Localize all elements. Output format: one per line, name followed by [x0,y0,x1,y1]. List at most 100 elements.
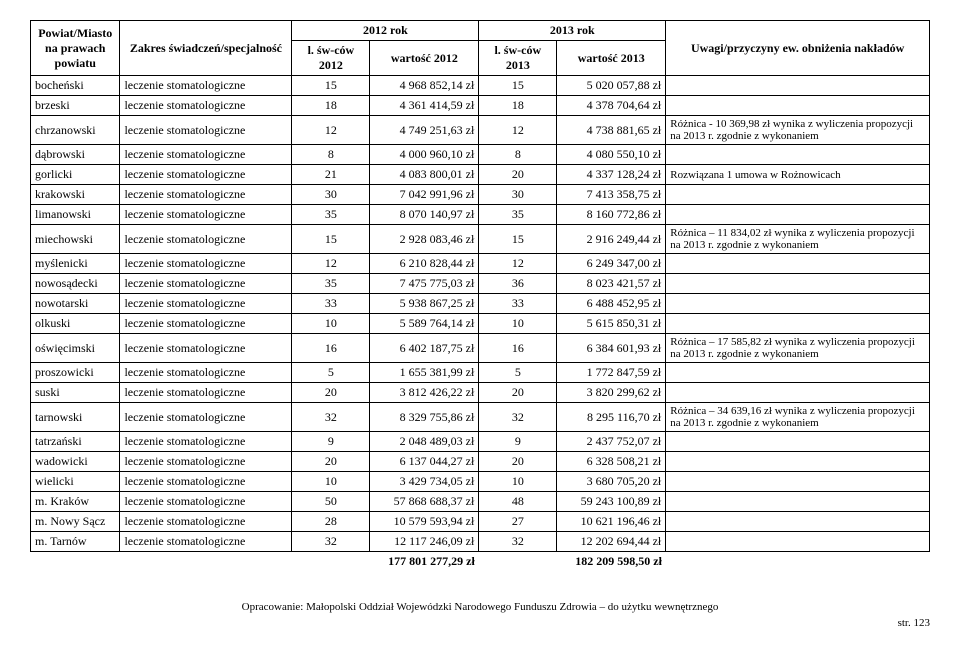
cell-uwagi [666,383,930,403]
cell-wart2013: 6 384 601,93 zł [557,334,666,363]
table-row: m. Krakówleczenie stomatologiczne5057 86… [31,492,930,512]
table-row: dąbrowskileczenie stomatologiczne84 000 … [31,145,930,165]
cell-uwagi [666,492,930,512]
table-row: m. Nowy Sączleczenie stomatologiczne2810… [31,512,930,532]
table-row: myślenickileczenie stomatologiczne126 21… [31,254,930,274]
table-row: chrzanowskileczenie stomatologiczne124 7… [31,116,930,145]
cell-wart2012: 5 938 867,25 zł [370,294,479,314]
header-2012: 2012 rok [292,21,479,41]
cell-sw2013: 20 [479,383,557,403]
cell-sw2012: 35 [292,205,370,225]
cell-zakres: leczenie stomatologiczne [120,334,292,363]
cell-zakres: leczenie stomatologiczne [120,165,292,185]
cell-wart2012: 3 812 426,22 zł [370,383,479,403]
cell-uwagi [666,532,930,552]
cell-powiat: chrzanowski [31,116,120,145]
cell-powiat: miechowski [31,225,120,254]
table-row: brzeskileczenie stomatologiczne184 361 4… [31,96,930,116]
cell-zakres: leczenie stomatologiczne [120,145,292,165]
cell-zakres: leczenie stomatologiczne [120,452,292,472]
cell-powiat: nowosądecki [31,274,120,294]
table-row: gorlickileczenie stomatologiczne214 083 … [31,165,930,185]
sum-2013: 182 209 598,50 zł [557,552,666,571]
cell-wart2013: 59 243 100,89 zł [557,492,666,512]
cell-wart2013: 10 621 196,46 zł [557,512,666,532]
cell-sw2012: 9 [292,432,370,452]
header-2013: 2013 rok [479,21,666,41]
cell-zakres: leczenie stomatologiczne [120,314,292,334]
cell-sw2012: 10 [292,314,370,334]
cell-powiat: myślenicki [31,254,120,274]
cell-wart2013: 5 020 057,88 zł [557,76,666,96]
footer-text: Opracowanie: Małopolski Oddział Wojewódz… [30,601,930,613]
cell-sw2013: 9 [479,432,557,452]
cell-sw2013: 12 [479,116,557,145]
cell-wart2013: 6 249 347,00 zł [557,254,666,274]
cell-sw2013: 20 [479,452,557,472]
cell-sw2013: 15 [479,225,557,254]
cell-wart2012: 6 137 044,27 zł [370,452,479,472]
cell-sw2012: 8 [292,145,370,165]
cell-wart2013: 4 337 128,24 zł [557,165,666,185]
data-table: Powiat/Miasto na prawach powiatu Zakres … [30,20,930,552]
cell-wart2012: 4 749 251,63 zł [370,116,479,145]
cell-uwagi [666,274,930,294]
cell-sw2012: 18 [292,96,370,116]
cell-wart2012: 4 000 960,10 zł [370,145,479,165]
cell-sw2013: 30 [479,185,557,205]
cell-powiat: dąbrowski [31,145,120,165]
cell-uwagi [666,472,930,492]
header-wart2012: wartość 2012 [370,41,479,76]
cell-sw2013: 16 [479,334,557,363]
table-row: wielickileczenie stomatologiczne103 429 … [31,472,930,492]
table-row: nowotarskileczenie stomatologiczne335 93… [31,294,930,314]
sum-row: 177 801 277,29 zł 182 209 598,50 zł [30,552,930,571]
cell-wart2013: 5 615 850,31 zł [557,314,666,334]
table-row: nowosądeckileczenie stomatologiczne357 4… [31,274,930,294]
table-row: proszowickileczenie stomatologiczne51 65… [31,363,930,383]
table-row: olkuskileczenie stomatologiczne105 589 7… [31,314,930,334]
cell-sw2013: 32 [479,532,557,552]
cell-powiat: brzeski [31,96,120,116]
cell-zakres: leczenie stomatologiczne [120,254,292,274]
cell-wart2013: 8 295 116,70 zł [557,403,666,432]
cell-powiat: suski [31,383,120,403]
cell-wart2013: 12 202 694,44 zł [557,532,666,552]
cell-sw2013: 10 [479,472,557,492]
cell-sw2013: 20 [479,165,557,185]
cell-wart2012: 4 083 800,01 zł [370,165,479,185]
cell-wart2013: 8 023 421,57 zł [557,274,666,294]
cell-uwagi: Różnica – 17 585,82 zł wynika z wyliczen… [666,334,930,363]
table-row: bocheńskileczenie stomatologiczne154 968… [31,76,930,96]
cell-wart2012: 4 361 414,59 zł [370,96,479,116]
cell-wart2013: 7 413 358,75 zł [557,185,666,205]
cell-zakres: leczenie stomatologiczne [120,205,292,225]
cell-sw2012: 16 [292,334,370,363]
cell-powiat: limanowski [31,205,120,225]
cell-wart2012: 57 868 688,37 zł [370,492,479,512]
cell-zakres: leczenie stomatologiczne [120,512,292,532]
cell-zakres: leczenie stomatologiczne [120,403,292,432]
cell-wart2013: 4 738 881,65 zł [557,116,666,145]
cell-sw2013: 27 [479,512,557,532]
cell-wart2013: 4 080 550,10 zł [557,145,666,165]
cell-wart2012: 1 655 381,99 zł [370,363,479,383]
cell-uwagi [666,363,930,383]
cell-sw2013: 48 [479,492,557,512]
header-sw2012: l. św-ców 2012 [292,41,370,76]
page-number: str. 123 [30,617,930,629]
cell-wart2013: 4 378 704,64 zł [557,96,666,116]
cell-sw2012: 12 [292,116,370,145]
cell-sw2012: 5 [292,363,370,383]
cell-uwagi [666,76,930,96]
cell-powiat: m. Tarnów [31,532,120,552]
cell-uwagi [666,294,930,314]
header-zakres: Zakres świadczeń/specjalność [120,21,292,76]
cell-zakres: leczenie stomatologiczne [120,363,292,383]
cell-sw2012: 28 [292,512,370,532]
cell-powiat: olkuski [31,314,120,334]
sum-table: 177 801 277,29 zł 182 209 598,50 zł [30,552,930,571]
cell-wart2012: 2 048 489,03 zł [370,432,479,452]
cell-wart2012: 12 117 246,09 zł [370,532,479,552]
cell-uwagi: Różnica – 11 834,02 zł wynika z wyliczen… [666,225,930,254]
